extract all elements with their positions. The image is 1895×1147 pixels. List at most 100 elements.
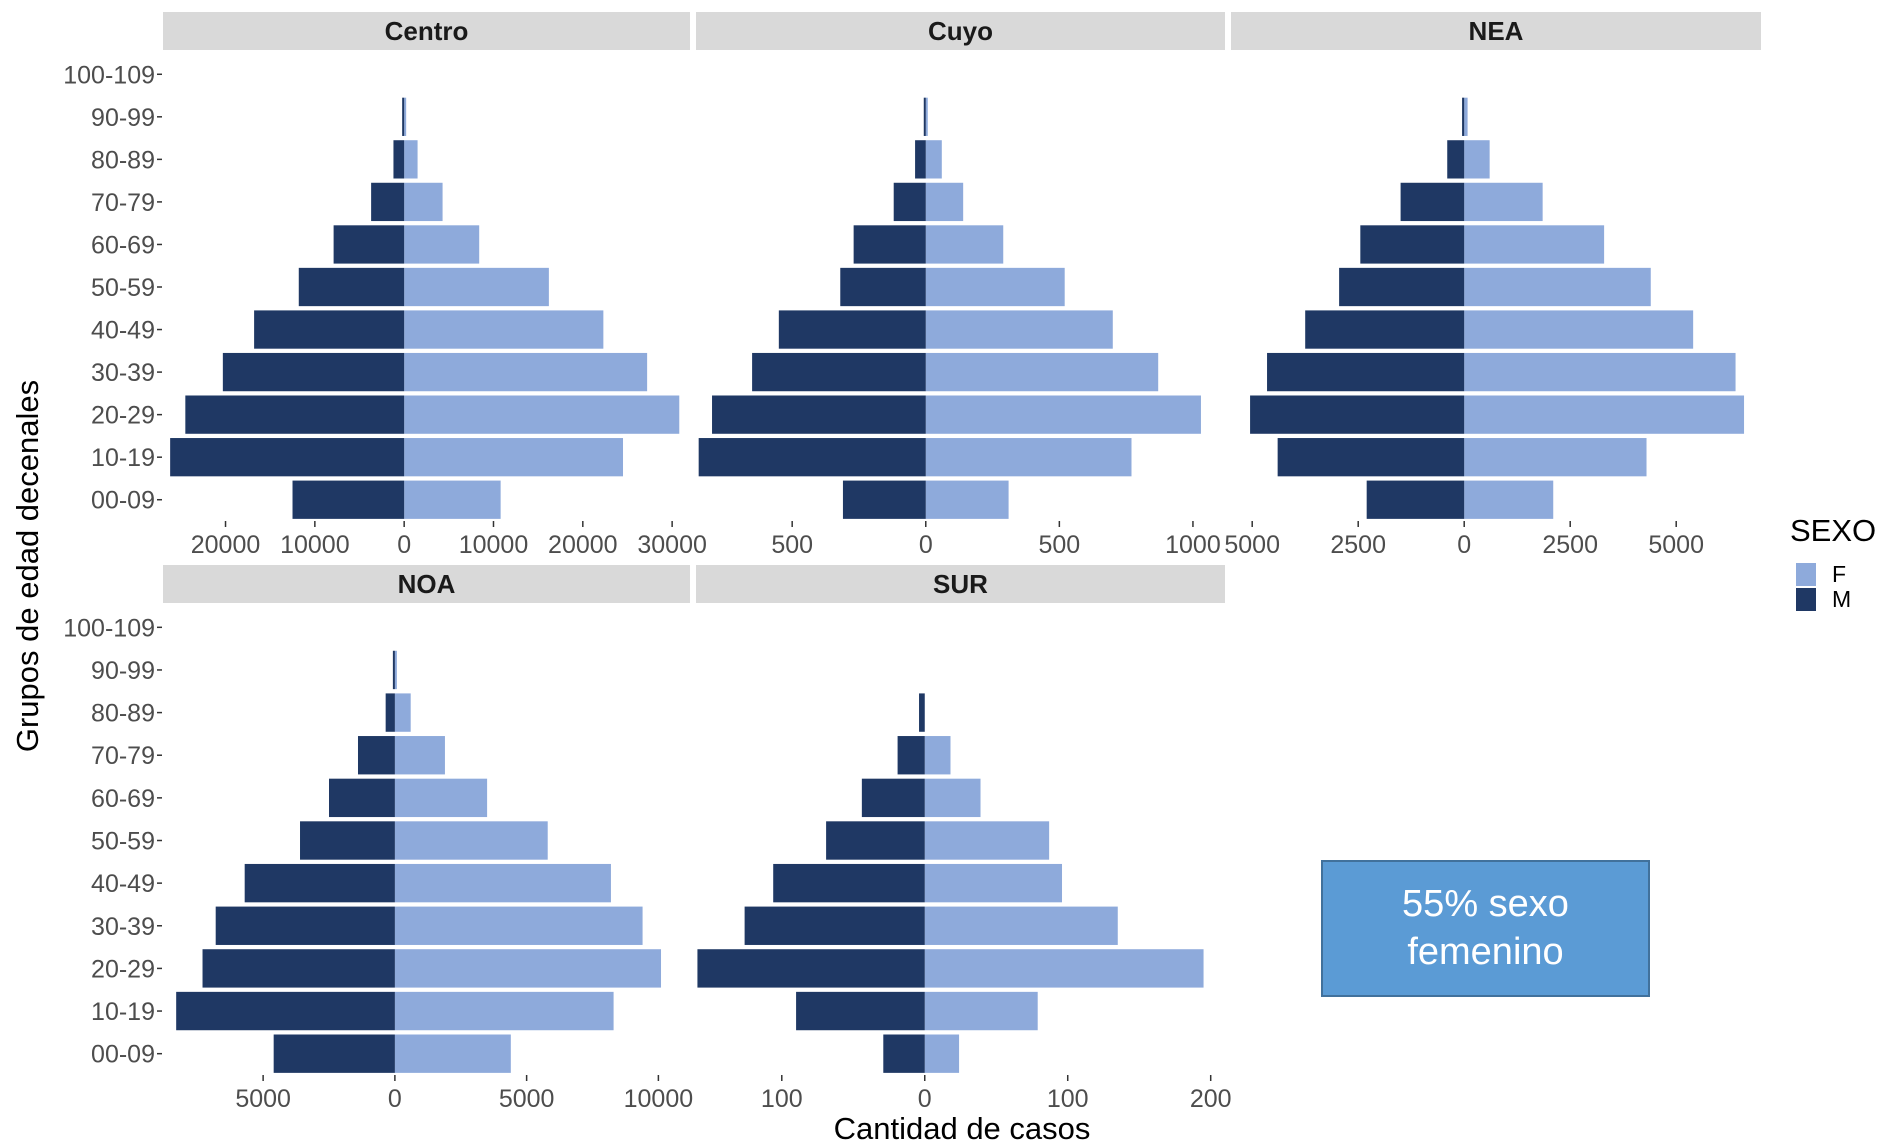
x-tick-label: 0 [918,1085,932,1113]
bar-m-60-69 [853,225,926,264]
facet-panel-cuyo: Cuyo 500 0 500 1000 [696,12,1225,559]
bar-m-30-39 [215,906,395,945]
bar-f-30-39 [404,352,648,392]
bar-m-50-59 [826,821,925,860]
facet-strip [163,565,690,603]
bar-f-20-29 [404,395,680,434]
bar-f-30-39 [394,906,643,945]
bar-m-50-59 [300,821,395,860]
bar-f-50-59 [404,267,549,307]
x-tick-label: 0 [397,531,411,559]
bar-m-40-49 [244,863,395,903]
bar-m-70-79 [371,182,405,222]
y-axis-title: Grupos de edad decenales [10,380,45,752]
x-tick-label: 0 [919,531,933,559]
bar-m-00-09 [292,480,405,519]
legend-title: SEXO [1790,513,1876,548]
legend-key-m [1796,588,1816,611]
x-tick-label: 30000 [637,531,707,559]
x-axis-title: Cantidad de casos [834,1111,1091,1146]
bar-f-00-09 [1464,480,1554,519]
bar-m-30-39 [744,906,925,945]
y-tick-label: 60-69 [91,785,155,813]
x-tick-label: 20000 [191,531,261,559]
y-tick-label: 10-19 [91,998,155,1026]
y-tick-label: 00-09 [91,487,155,515]
x-tick-label: 500 [771,531,813,559]
bar-m-50-59 [1339,267,1465,307]
bar-m-90-99 [1462,97,1465,136]
bar-f-90-99 [1464,97,1468,136]
y-tick-label: 80-89 [91,700,155,728]
bar-f-20-29 [925,395,1201,434]
y-tick-label: 60-69 [91,231,155,259]
y-tick-label: 50-59 [91,828,155,856]
bar-m-50-59 [840,267,926,307]
facet-panel-noa: NOA 00-09 10-19 20-29 30-39 40-49 50-59 60-69 70… [63,565,693,1113]
bar-m-20-29 [697,949,925,988]
bar-f-70-79 [924,736,951,775]
bar-m-00-09 [1366,480,1465,519]
bar-m-30-39 [1267,352,1465,392]
facet-panel-nea: NEA 5000 2500 0 2500 5000 [1224,12,1761,559]
x-tick-label: 10000 [280,531,350,559]
bar-m-50-59 [298,267,405,307]
x-tick-label: 10000 [459,531,529,559]
bar-f-60-69 [925,225,1004,264]
legend-label-f: F [1832,561,1846,587]
bar-m-80-89 [385,693,395,732]
bar-f-50-59 [924,821,1050,860]
bar-m-60-69 [333,225,405,264]
bar-f-40-49 [404,310,604,349]
bar-f-00-09 [394,1034,511,1073]
y-tick-label: 50-59 [91,274,155,302]
bar-f-60-69 [924,778,981,818]
bar-m-70-79 [897,736,925,775]
facet-strip [696,565,1225,603]
bar-m-40-49 [1305,310,1465,349]
bar-f-10-19 [394,991,614,1031]
bar-m-90-99 [923,97,926,136]
bar-m-80-89 [919,693,925,732]
bar-f-00-09 [924,1034,960,1073]
facet-strip [1231,12,1761,50]
bar-f-00-09 [925,480,1009,519]
y-tick-label: 80-89 [91,146,155,174]
legend-label-m: M [1832,586,1851,612]
bar-f-70-79 [925,182,964,222]
x-tick-label: 2500 [1330,531,1386,559]
bar-f-20-29 [924,949,1204,988]
bar-f-30-39 [925,352,1159,392]
bar-m-80-89 [915,140,926,179]
y-tick-label: 70-79 [91,189,155,217]
y-tick-label: 90-99 [91,104,155,132]
bar-f-50-59 [925,267,1065,307]
x-tick-label: 100 [1047,1085,1089,1113]
bar-f-60-69 [394,778,488,818]
x-tick-label: 5000 [499,1085,555,1113]
facet-strip-label: Centro [385,16,469,46]
summary-callout-box: 55% sexo femenino [1321,860,1650,997]
bar-f-40-49 [925,310,1113,349]
y-tick-label: 90-99 [91,657,155,685]
bar-m-30-39 [752,352,926,392]
y-tick-label: 70-79 [91,742,155,770]
bar-f-40-49 [1464,310,1694,349]
x-tick-label: 0 [388,1085,402,1113]
y-tick-label: 40-49 [91,317,155,345]
bar-f-00-09 [404,480,501,519]
bar-f-40-49 [394,863,611,903]
x-tick-label: 0 [1457,531,1471,559]
x-tick-label: 1000 [1165,531,1221,559]
bar-m-90-99 [402,97,405,136]
x-tick-label: 5000 [1648,531,1704,559]
facet-strip-label: NEA [1469,16,1524,46]
x-tick-label: 20000 [548,531,618,559]
bar-m-10-19 [1277,438,1465,477]
y-tick-label: 20-29 [91,402,155,430]
bar-f-10-19 [925,438,1132,477]
bar-f-30-39 [924,906,1118,945]
y-tick-label: 100-109 [63,614,155,642]
bar-f-80-89 [404,140,418,179]
